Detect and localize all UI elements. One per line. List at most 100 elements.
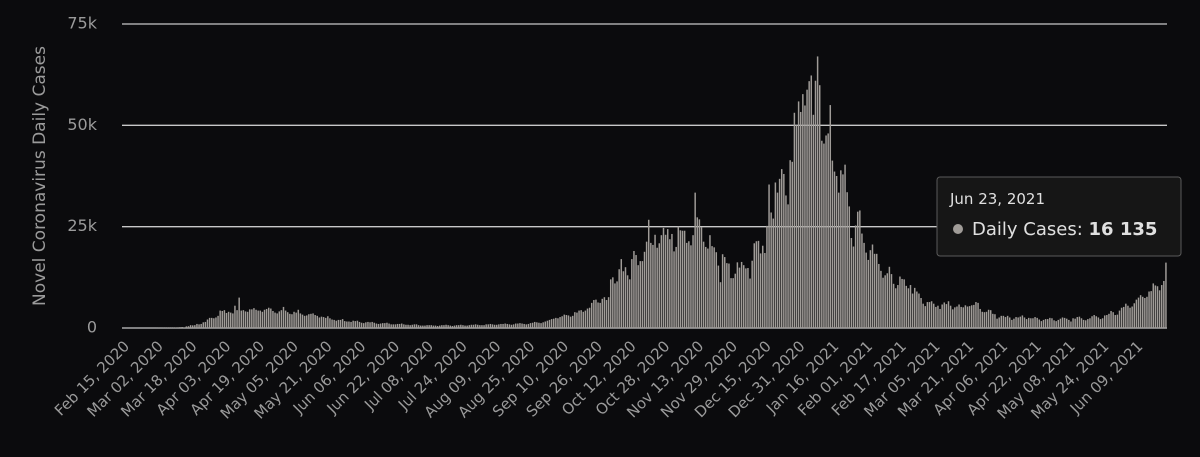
bar — [973, 304, 975, 328]
bar — [457, 325, 460, 328]
bar — [196, 323, 198, 328]
bar — [624, 267, 627, 328]
bar — [812, 114, 815, 328]
bar — [419, 325, 422, 328]
bar — [375, 323, 378, 328]
bar — [704, 246, 707, 328]
bar — [316, 315, 319, 328]
bar — [356, 320, 359, 328]
bar — [962, 307, 965, 328]
bar — [464, 325, 466, 328]
bar — [1131, 306, 1133, 328]
bar — [633, 250, 635, 328]
bar — [1068, 319, 1070, 328]
bar — [757, 240, 760, 328]
bar — [531, 322, 534, 328]
bar — [327, 316, 329, 328]
bar — [785, 195, 787, 328]
bar — [415, 324, 418, 328]
bar — [759, 253, 762, 328]
bar — [673, 251, 675, 328]
bar — [422, 325, 424, 328]
bar — [491, 324, 494, 328]
bar — [930, 301, 933, 328]
bar — [753, 243, 756, 328]
bar — [732, 278, 734, 328]
tooltip-series: Daily Cases: — [972, 219, 1083, 240]
bar — [1084, 320, 1087, 328]
y-tick-label: 50k — [67, 115, 97, 134]
bar — [578, 310, 580, 328]
bar — [443, 325, 445, 328]
bar — [527, 323, 530, 328]
bar — [1038, 319, 1041, 328]
bar — [979, 308, 981, 328]
bar — [377, 323, 380, 328]
bar — [240, 310, 243, 328]
bar — [396, 323, 399, 328]
bar — [650, 242, 652, 328]
bar — [922, 303, 924, 328]
bar — [1127, 305, 1129, 328]
bar — [259, 310, 262, 328]
bar — [647, 219, 650, 328]
bar — [964, 305, 967, 328]
bar — [958, 304, 960, 328]
bar — [506, 323, 509, 328]
bar — [299, 313, 302, 328]
bar — [783, 173, 785, 328]
bar — [255, 309, 257, 328]
bar — [949, 305, 952, 328]
bar — [295, 312, 297, 328]
bar — [540, 323, 542, 328]
bar — [441, 325, 443, 328]
bar — [772, 218, 775, 328]
bar — [555, 317, 557, 328]
bar — [369, 322, 371, 328]
bar — [723, 257, 726, 328]
bar — [430, 325, 433, 328]
bar — [778, 178, 781, 328]
bar — [799, 111, 802, 328]
bar — [208, 317, 211, 328]
bar — [1019, 316, 1022, 328]
bar — [483, 325, 485, 328]
bar — [286, 312, 289, 328]
bar — [210, 317, 213, 328]
bar — [1093, 315, 1095, 328]
bar — [869, 250, 872, 328]
bar — [179, 327, 181, 328]
bar — [871, 244, 874, 328]
bar — [523, 323, 525, 328]
bar — [645, 241, 648, 328]
bar — [666, 229, 669, 328]
bar — [713, 247, 715, 328]
bar — [966, 306, 969, 328]
bar — [1025, 319, 1028, 328]
bar — [1103, 315, 1106, 328]
bar — [989, 310, 992, 328]
bar — [411, 324, 414, 328]
bar — [1080, 318, 1083, 328]
bar — [394, 324, 397, 328]
bar — [694, 192, 696, 328]
bar — [590, 302, 593, 328]
bar — [603, 297, 606, 328]
bar — [424, 325, 426, 328]
bar — [498, 324, 500, 328]
bar — [544, 321, 547, 328]
bar — [867, 259, 870, 328]
bar — [1057, 319, 1060, 328]
bar — [312, 313, 314, 328]
bar — [267, 307, 270, 328]
bar — [605, 300, 608, 328]
bar — [337, 319, 340, 328]
bar — [1144, 298, 1146, 328]
bar — [932, 303, 935, 328]
bar — [257, 310, 259, 328]
bar — [652, 244, 654, 328]
bar — [835, 176, 838, 328]
bar — [880, 270, 882, 328]
bar — [248, 309, 251, 328]
bar — [897, 285, 899, 328]
